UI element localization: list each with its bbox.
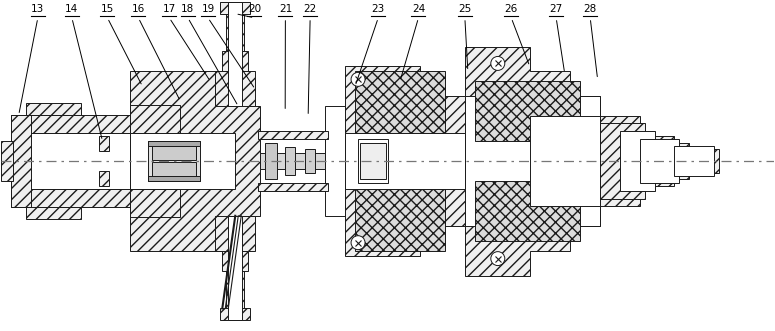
Bar	[260, 133, 325, 189]
Bar	[11, 115, 130, 133]
Bar	[226, 270, 244, 308]
Text: 16: 16	[132, 4, 145, 14]
Bar	[690, 149, 719, 173]
Bar	[660, 143, 690, 179]
Text: 27: 27	[549, 4, 563, 14]
Bar	[285, 147, 295, 175]
Polygon shape	[465, 46, 639, 275]
Text: 18: 18	[181, 4, 195, 14]
Text: 13: 13	[31, 4, 44, 14]
Bar	[1, 141, 12, 181]
Bar	[26, 103, 81, 115]
Polygon shape	[11, 115, 31, 207]
Bar	[674, 146, 715, 176]
Text: 26: 26	[505, 4, 518, 14]
Polygon shape	[345, 67, 465, 256]
Bar	[153, 162, 196, 177]
Bar	[475, 81, 580, 141]
Bar	[11, 189, 130, 207]
Text: 19: 19	[202, 4, 215, 14]
Bar	[215, 216, 255, 251]
Bar	[229, 216, 243, 320]
Bar	[360, 143, 386, 179]
Polygon shape	[325, 106, 370, 216]
Bar	[305, 149, 315, 173]
Text: 23: 23	[371, 4, 385, 14]
Polygon shape	[130, 71, 260, 251]
Bar	[258, 131, 328, 139]
Bar	[130, 133, 236, 189]
Text: 21: 21	[279, 4, 292, 14]
Bar	[130, 189, 181, 217]
Bar	[345, 133, 465, 189]
Text: 24: 24	[412, 4, 425, 14]
Bar	[619, 131, 655, 191]
Circle shape	[351, 72, 365, 86]
Bar	[639, 139, 680, 183]
Bar	[98, 136, 108, 151]
Bar	[222, 52, 248, 71]
Bar	[355, 189, 445, 251]
Text: 22: 22	[304, 4, 317, 14]
Bar	[26, 207, 81, 219]
Bar	[149, 141, 200, 146]
Bar	[530, 116, 600, 206]
Circle shape	[491, 57, 505, 71]
Bar	[265, 143, 277, 179]
Circle shape	[351, 236, 365, 250]
Text: 28: 28	[584, 4, 597, 14]
Bar	[465, 96, 600, 226]
Text: 14: 14	[65, 4, 78, 14]
Bar	[222, 251, 248, 270]
Bar	[625, 136, 674, 186]
Bar	[358, 139, 388, 183]
Bar	[226, 14, 244, 52]
Bar	[220, 2, 250, 14]
Bar	[130, 105, 181, 133]
Bar	[600, 123, 645, 199]
Bar	[11, 133, 130, 189]
Bar	[475, 181, 580, 241]
Text: 17: 17	[163, 4, 176, 14]
Bar	[215, 71, 255, 106]
Bar	[229, 2, 243, 106]
Text: 25: 25	[458, 4, 471, 14]
Bar	[149, 141, 200, 181]
Text: 15: 15	[101, 4, 114, 14]
Bar	[258, 183, 328, 191]
Bar	[260, 153, 325, 169]
Bar	[355, 71, 445, 133]
Text: 20: 20	[248, 4, 261, 14]
Bar	[220, 308, 250, 320]
Bar	[98, 171, 108, 186]
Circle shape	[491, 252, 505, 265]
Bar	[153, 145, 196, 160]
Bar	[149, 176, 200, 181]
